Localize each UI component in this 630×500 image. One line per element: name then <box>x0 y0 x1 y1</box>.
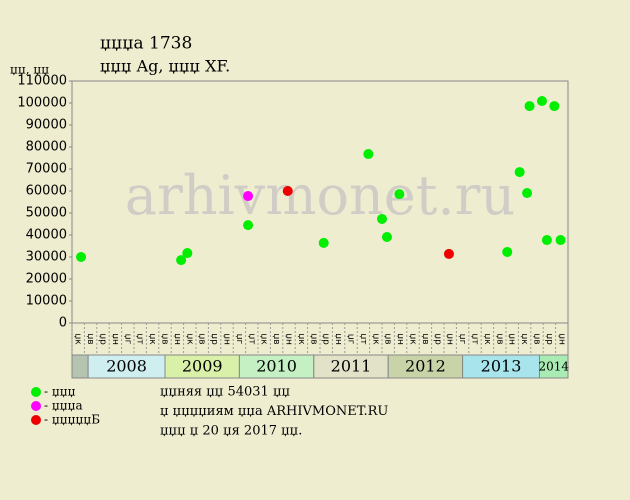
y-tick-label: 20000 <box>26 272 67 287</box>
x-tick-label: џк <box>259 333 269 345</box>
note: џџняя џџ 54031 џџ <box>160 385 290 400</box>
x-tick-label: џн <box>284 333 294 345</box>
x-tick-label: џк <box>184 333 194 345</box>
point <box>394 189 405 200</box>
x-tick-label: џр <box>544 333 554 345</box>
x-tick-label: џк <box>482 333 492 345</box>
y-tick-label: 50000 <box>26 206 67 221</box>
y-tick-label: 10000 <box>26 294 67 309</box>
watermark: arhivmonet.ru <box>125 164 515 227</box>
point <box>522 187 533 198</box>
x-tick-label: џр <box>209 333 219 345</box>
legend-marker <box>31 415 41 425</box>
year-label: 2009 <box>182 357 223 376</box>
x-tick-label: џв <box>197 333 207 344</box>
x-tick-label: џк <box>519 333 529 345</box>
point <box>363 149 374 160</box>
note: џ џџџџиям џџа ARHIVMONET.RU <box>160 404 388 419</box>
y-tick-label: 70000 <box>26 162 67 177</box>
x-tick-label: џн <box>110 333 120 345</box>
x-tick-label: џг <box>122 334 132 345</box>
legend-marker <box>31 387 41 397</box>
x-tick-label: џр <box>321 333 331 345</box>
x-tick-label: џв <box>494 333 504 344</box>
x-tick-label: џв <box>271 333 281 344</box>
point <box>76 252 87 262</box>
year-band <box>71 354 89 379</box>
x-tick-label: џт <box>246 333 256 344</box>
y-tick-label: 90000 <box>26 118 67 133</box>
point <box>502 246 513 257</box>
y-tick-label: 0 <box>59 316 67 331</box>
x-tick-label: џн <box>507 333 517 345</box>
x-tick-label: џг <box>346 334 356 345</box>
x-tick-label: џв <box>160 333 170 344</box>
x-tick-label: џк <box>296 333 306 345</box>
point <box>182 248 193 259</box>
x-tick-label: џв <box>532 333 542 344</box>
chart-subtitle: џџџ Ag, џџџ XF. <box>100 57 230 76</box>
x-tick-label: џр <box>432 333 442 345</box>
point <box>549 101 560 112</box>
note: џџџ џ 20 џя 2017 џџ. <box>160 424 302 439</box>
x-tick-label: џн <box>222 333 232 345</box>
legend-marker <box>31 401 41 411</box>
point <box>282 186 293 196</box>
x-tick-label: џв <box>85 333 95 344</box>
x-tick-label: џн <box>333 333 343 345</box>
point <box>555 235 566 246</box>
x-tick-label: џк <box>408 333 418 345</box>
y-tick-label: 110000 <box>17 74 67 89</box>
point <box>243 191 254 202</box>
y-tick-label: 80000 <box>26 140 67 155</box>
point <box>381 231 392 242</box>
x-tick-label: џн <box>172 333 182 345</box>
legend-label: - џџџ <box>44 385 76 399</box>
x-tick-label: џт <box>470 333 480 344</box>
x-tick-label: џр <box>98 333 108 345</box>
point <box>176 255 187 266</box>
year-label: 2011 <box>331 357 372 376</box>
x-tick-label: џн <box>556 333 566 345</box>
point <box>243 220 254 231</box>
x-tick-label: џв <box>383 333 393 344</box>
x-tick-label: џв <box>308 333 318 344</box>
point <box>443 248 454 259</box>
y-axis-label: џџ, џџ <box>10 63 49 77</box>
legend-label: - џџџџџБ <box>44 413 100 427</box>
x-tick-label: џг <box>234 334 244 345</box>
year-label: 2014 <box>538 360 569 374</box>
year-label: 2012 <box>405 357 446 376</box>
y-tick-label: 60000 <box>26 184 67 199</box>
year-label: 2010 <box>256 357 297 376</box>
x-tick-label: џк <box>370 333 380 345</box>
x-tick-label: џв <box>420 333 430 344</box>
point <box>524 101 535 112</box>
x-tick-label: џк <box>147 333 157 345</box>
year-label: 2008 <box>106 357 147 376</box>
x-tick-label: џн <box>445 333 455 345</box>
point <box>377 213 387 224</box>
point <box>536 96 547 107</box>
x-tick-label: џт <box>358 333 368 344</box>
y-tick-label: 100000 <box>17 96 67 111</box>
point <box>514 167 525 178</box>
x-tick-label: џк <box>73 333 83 345</box>
year-label: 2013 <box>481 357 522 376</box>
chart-title: џџџа 1738 <box>100 34 192 54</box>
y-tick-label: 30000 <box>26 250 67 265</box>
x-tick-label: џг <box>457 334 467 345</box>
legend-label: - џџџа <box>44 399 83 413</box>
x-tick-label: џт <box>135 333 145 344</box>
point <box>541 235 552 246</box>
y-tick-label: 40000 <box>26 228 67 243</box>
point <box>318 237 329 248</box>
x-tick-label: џн <box>395 333 405 345</box>
year-band <box>538 354 569 379</box>
